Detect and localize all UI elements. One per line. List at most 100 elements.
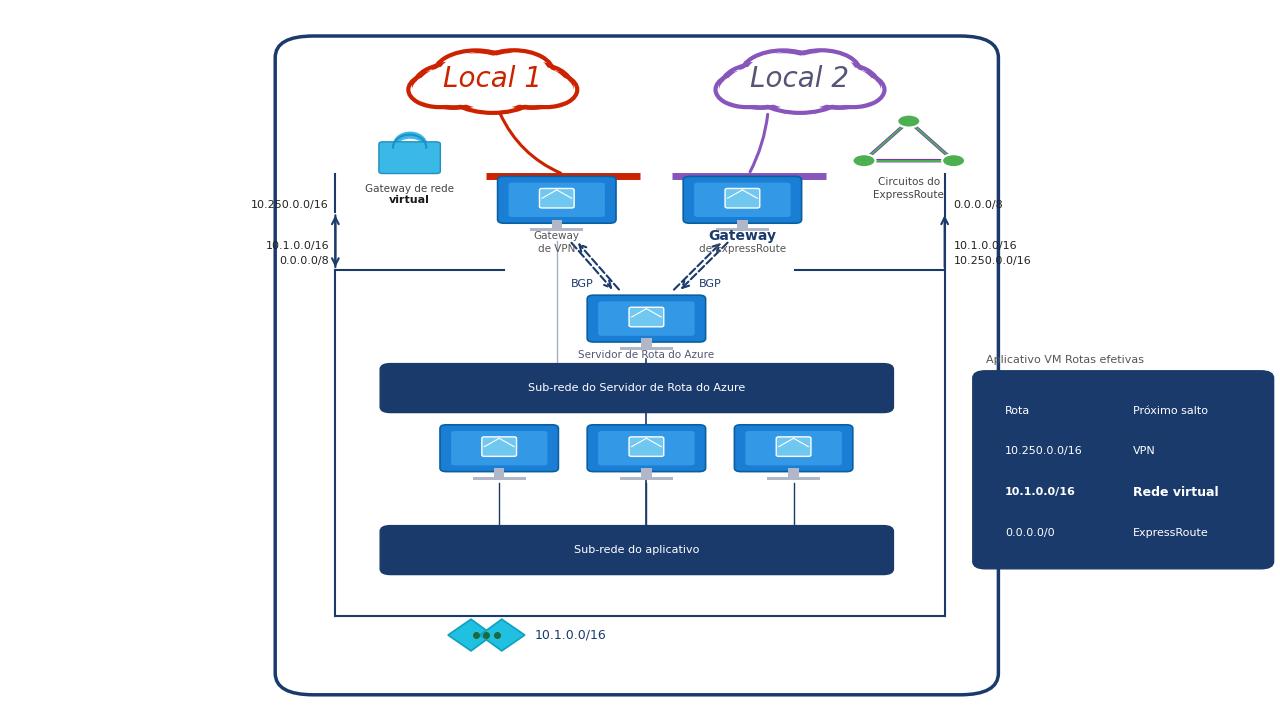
FancyBboxPatch shape <box>598 302 695 336</box>
Circle shape <box>827 74 881 105</box>
Polygon shape <box>480 619 525 651</box>
Bar <box>472 477 526 480</box>
Circle shape <box>445 56 540 109</box>
Text: de VPN: de VPN <box>538 244 576 254</box>
Bar <box>788 468 799 477</box>
Circle shape <box>493 63 572 108</box>
FancyBboxPatch shape <box>379 142 440 174</box>
FancyBboxPatch shape <box>628 307 664 327</box>
Circle shape <box>746 53 854 113</box>
Text: Circuitos do: Circuitos do <box>878 177 940 187</box>
FancyBboxPatch shape <box>588 295 705 342</box>
FancyBboxPatch shape <box>973 371 1274 569</box>
Text: Aplicativo VM Rotas efetivas: Aplicativo VM Rotas efetivas <box>986 355 1143 365</box>
Circle shape <box>408 72 470 107</box>
Text: ExpressRoute: ExpressRoute <box>873 190 945 200</box>
Circle shape <box>726 66 795 105</box>
FancyBboxPatch shape <box>440 425 558 472</box>
Text: Rota: Rota <box>1005 405 1030 415</box>
Bar <box>620 347 673 351</box>
Circle shape <box>716 72 777 107</box>
Text: ExpressRoute: ExpressRoute <box>1133 528 1208 538</box>
Text: 10.250.0.0/16: 10.250.0.0/16 <box>954 256 1032 266</box>
Text: Rede virtual: Rede virtual <box>1133 486 1219 499</box>
Text: Sub-rede do Servidor de Rota do Azure: Sub-rede do Servidor de Rota do Azure <box>529 383 745 393</box>
FancyBboxPatch shape <box>735 425 852 472</box>
Circle shape <box>413 63 493 108</box>
FancyBboxPatch shape <box>628 437 664 456</box>
Text: BGP: BGP <box>571 279 594 289</box>
Text: 0.0.0.0/8: 0.0.0.0/8 <box>954 200 1004 210</box>
Text: BGP: BGP <box>699 279 722 289</box>
FancyBboxPatch shape <box>588 425 705 472</box>
Circle shape <box>475 50 553 94</box>
Bar <box>530 228 584 232</box>
FancyBboxPatch shape <box>451 431 548 465</box>
Bar <box>552 220 562 228</box>
Circle shape <box>516 72 577 107</box>
Circle shape <box>800 63 879 108</box>
Text: 10.250.0.0/16: 10.250.0.0/16 <box>1005 446 1083 456</box>
Text: Gateway: Gateway <box>708 229 777 243</box>
Circle shape <box>942 154 965 167</box>
Text: 0.0.0.0/8: 0.0.0.0/8 <box>279 256 329 266</box>
FancyBboxPatch shape <box>380 526 893 575</box>
Text: Sub-rede do aplicativo: Sub-rede do aplicativo <box>575 545 699 555</box>
Circle shape <box>746 53 820 95</box>
Text: Gateway: Gateway <box>534 231 580 241</box>
Bar <box>494 468 504 477</box>
Text: 10.250.0.0/16: 10.250.0.0/16 <box>251 200 329 210</box>
Text: 0.0.0.0/0: 0.0.0.0/0 <box>1005 528 1055 538</box>
Circle shape <box>719 74 773 105</box>
FancyBboxPatch shape <box>745 431 842 465</box>
FancyBboxPatch shape <box>481 437 517 456</box>
FancyBboxPatch shape <box>684 176 801 223</box>
Text: 10.1.0.0/16: 10.1.0.0/16 <box>1005 487 1075 498</box>
Circle shape <box>412 74 466 105</box>
Circle shape <box>741 50 826 98</box>
FancyBboxPatch shape <box>380 364 893 413</box>
Circle shape <box>823 72 884 107</box>
Circle shape <box>479 53 549 92</box>
FancyBboxPatch shape <box>508 183 605 217</box>
Text: VPN: VPN <box>1133 446 1156 456</box>
Circle shape <box>434 50 518 98</box>
Polygon shape <box>864 121 954 161</box>
Bar <box>767 477 820 480</box>
Bar <box>620 477 673 480</box>
Text: Gateway de rede: Gateway de rede <box>365 184 454 194</box>
Circle shape <box>439 53 547 113</box>
Bar <box>641 338 652 347</box>
Circle shape <box>419 66 488 105</box>
Bar <box>737 220 748 228</box>
FancyBboxPatch shape <box>539 189 575 208</box>
Text: 10.1.0.0/16: 10.1.0.0/16 <box>265 241 329 251</box>
Text: 10.1.0.0/16: 10.1.0.0/16 <box>535 629 607 642</box>
Text: Local 1: Local 1 <box>443 66 543 93</box>
Circle shape <box>498 66 567 105</box>
Text: de ExpressRoute: de ExpressRoute <box>699 244 786 254</box>
Polygon shape <box>448 619 493 651</box>
FancyBboxPatch shape <box>724 189 760 208</box>
Circle shape <box>805 66 874 105</box>
Circle shape <box>439 53 513 95</box>
Circle shape <box>852 154 876 167</box>
Text: Local 2: Local 2 <box>750 66 850 93</box>
FancyBboxPatch shape <box>498 176 616 223</box>
Circle shape <box>897 114 920 127</box>
Bar <box>716 228 769 232</box>
Text: virtual: virtual <box>389 195 430 205</box>
FancyBboxPatch shape <box>275 36 998 695</box>
Circle shape <box>520 74 573 105</box>
Circle shape <box>721 63 800 108</box>
FancyBboxPatch shape <box>694 183 791 217</box>
Circle shape <box>782 50 860 94</box>
Circle shape <box>786 53 856 92</box>
Bar <box>641 468 652 477</box>
Text: Servidor de Rota do Azure: Servidor de Rota do Azure <box>579 350 714 360</box>
FancyBboxPatch shape <box>776 437 812 456</box>
Circle shape <box>753 56 847 109</box>
Text: 10.1.0.0/16: 10.1.0.0/16 <box>954 241 1018 251</box>
Text: Próximo salto: Próximo salto <box>1133 405 1208 415</box>
FancyBboxPatch shape <box>598 431 695 465</box>
